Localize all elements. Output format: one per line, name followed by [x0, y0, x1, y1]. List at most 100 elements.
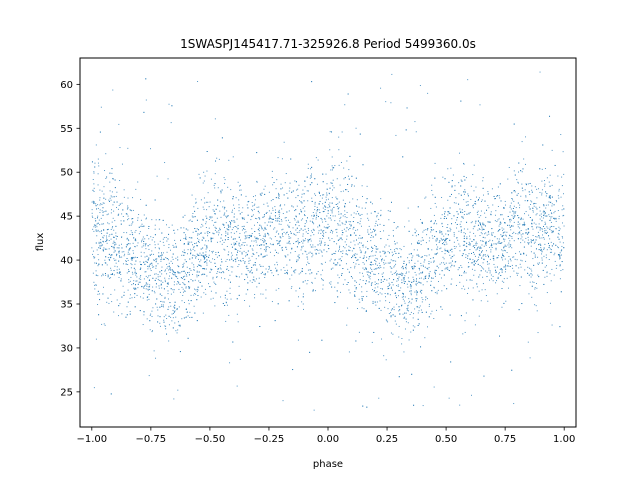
data-point — [281, 158, 283, 160]
data-point — [332, 167, 334, 169]
data-point — [548, 235, 550, 237]
data-point — [111, 196, 113, 198]
data-point — [100, 203, 102, 205]
data-point — [255, 241, 257, 243]
data-point — [126, 238, 128, 240]
data-point — [296, 232, 298, 234]
data-point — [513, 123, 515, 125]
data-point — [326, 194, 328, 196]
data-point — [177, 229, 179, 231]
data-point — [172, 289, 174, 291]
data-point — [501, 227, 503, 229]
data-point — [297, 188, 299, 190]
data-point — [306, 253, 308, 255]
data-point — [322, 269, 324, 271]
data-point — [128, 224, 130, 226]
data-point — [184, 259, 186, 261]
data-point — [130, 258, 132, 260]
data-point — [230, 243, 232, 245]
data-point — [388, 284, 390, 286]
data-point — [287, 224, 289, 226]
data-point — [451, 193, 453, 195]
data-point — [206, 217, 208, 219]
data-point — [419, 305, 421, 307]
data-point — [132, 256, 134, 258]
data-point — [229, 274, 231, 276]
data-point — [501, 236, 503, 238]
data-point — [127, 251, 129, 253]
data-point — [268, 268, 270, 270]
data-point — [549, 219, 551, 221]
data-point — [244, 229, 246, 230]
data-point — [330, 209, 332, 211]
data-point — [154, 241, 156, 243]
data-point — [192, 273, 194, 275]
data-point — [134, 246, 136, 248]
data-point — [463, 162, 465, 164]
data-point — [553, 274, 555, 276]
data-point — [278, 223, 280, 225]
data-point — [193, 294, 195, 296]
data-point — [101, 233, 103, 235]
data-point — [421, 256, 423, 258]
data-point — [99, 246, 101, 248]
data-point — [111, 168, 113, 170]
data-point — [109, 277, 111, 279]
data-point — [414, 291, 416, 293]
data-point — [264, 233, 266, 235]
data-point — [443, 235, 445, 237]
data-point — [260, 293, 262, 295]
data-point — [305, 264, 307, 266]
data-point — [109, 172, 111, 174]
data-point — [404, 316, 406, 318]
data-point — [155, 219, 157, 221]
data-point — [537, 263, 539, 265]
data-point — [108, 223, 110, 225]
data-point — [421, 292, 423, 294]
data-point — [235, 248, 237, 250]
data-point — [227, 229, 229, 231]
data-point — [188, 237, 190, 239]
data-point — [105, 177, 107, 179]
data-point — [455, 284, 457, 286]
data-point — [222, 239, 224, 241]
data-point — [230, 256, 232, 258]
data-point — [498, 225, 500, 227]
data-point — [296, 221, 298, 223]
data-point — [170, 305, 172, 307]
data-point — [190, 248, 192, 250]
data-point — [123, 255, 125, 257]
data-point — [143, 287, 145, 289]
data-point — [344, 216, 346, 218]
data-point — [275, 217, 277, 219]
data-point — [402, 268, 404, 270]
data-point — [416, 249, 418, 251]
data-point — [204, 288, 206, 290]
data-point — [280, 188, 282, 190]
data-point — [387, 262, 389, 264]
data-point — [223, 224, 225, 226]
data-point — [305, 273, 307, 275]
data-point — [372, 264, 374, 266]
data-point — [202, 252, 204, 254]
data-point — [513, 205, 515, 207]
data-point — [511, 236, 513, 238]
data-point — [453, 235, 455, 237]
data-point — [434, 269, 436, 271]
data-point — [558, 218, 560, 220]
data-point — [110, 195, 112, 197]
data-point — [350, 234, 352, 236]
data-point — [373, 230, 375, 232]
data-point — [252, 252, 254, 254]
data-point — [167, 266, 169, 268]
data-point — [390, 259, 392, 261]
data-point — [143, 262, 145, 264]
data-point — [304, 223, 306, 225]
data-point — [338, 246, 340, 248]
data-point — [162, 306, 164, 308]
data-point — [444, 238, 446, 240]
data-point — [129, 233, 131, 235]
data-point — [426, 281, 428, 283]
data-point — [206, 231, 208, 233]
data-point — [164, 325, 166, 327]
